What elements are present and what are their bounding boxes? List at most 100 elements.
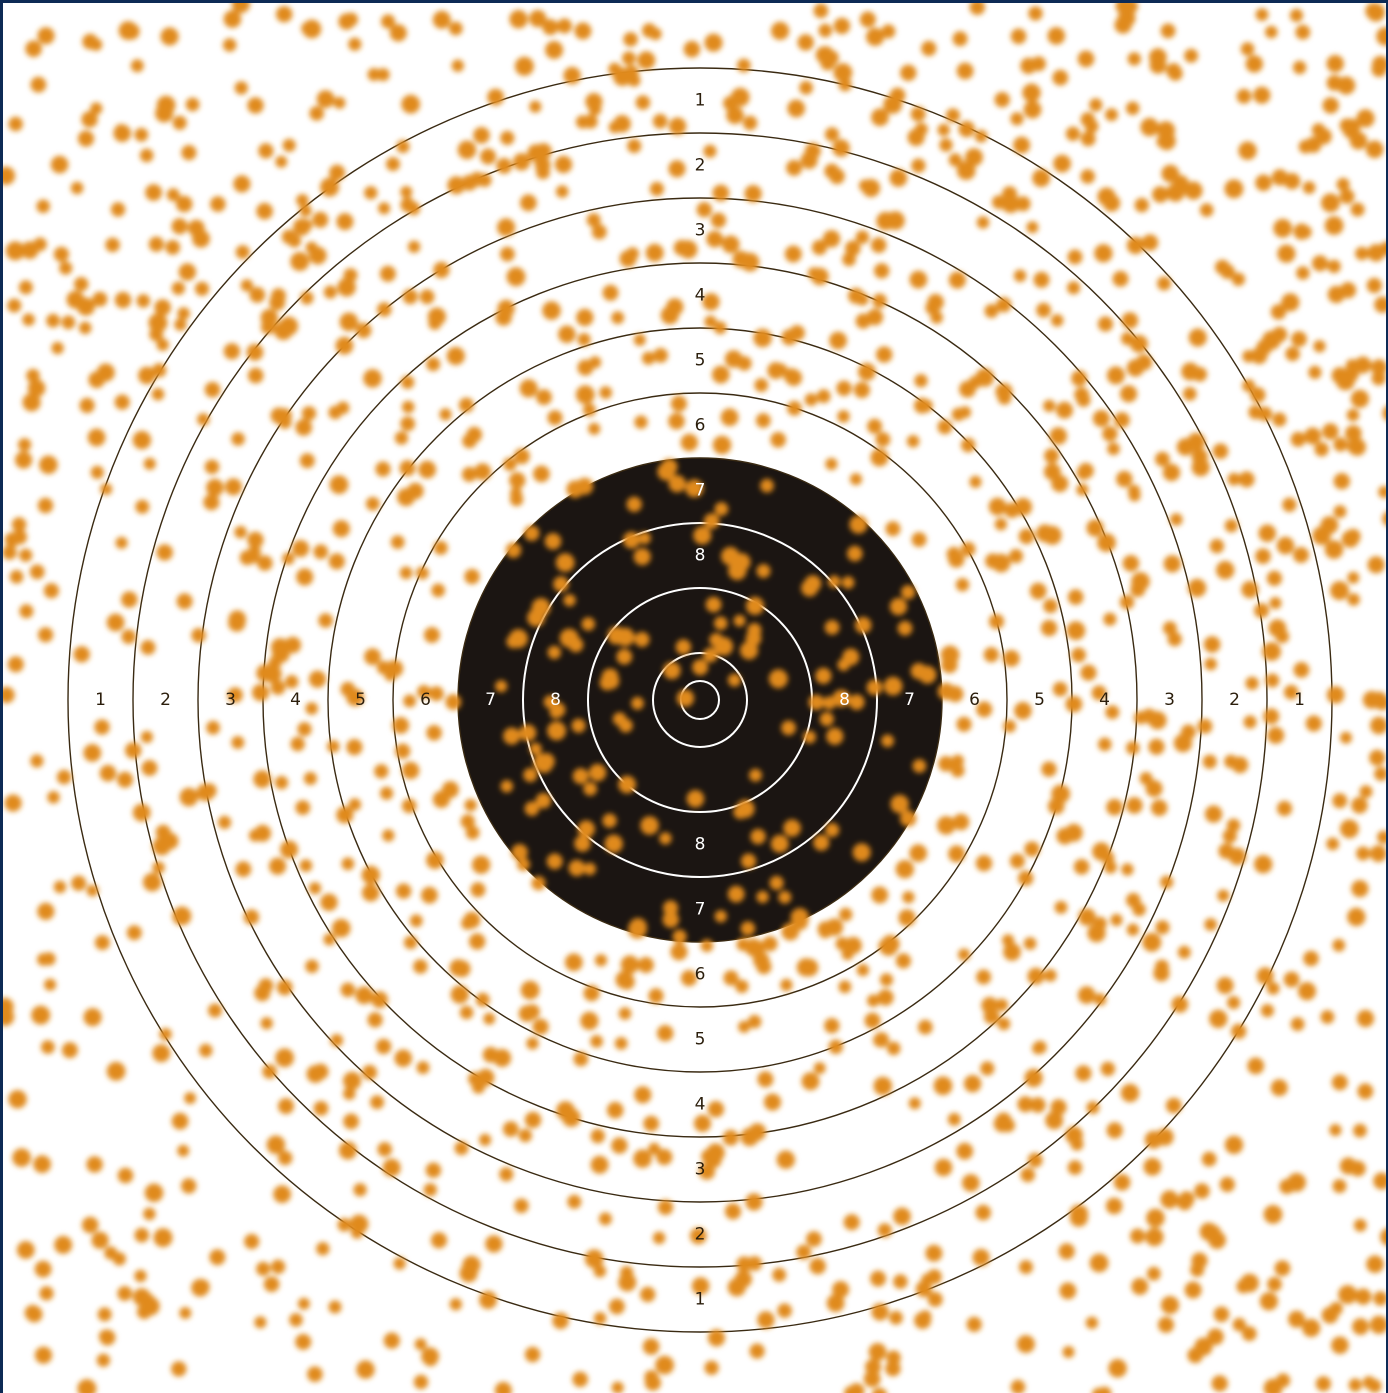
shot-hole [22, 313, 35, 327]
shot-hole [1158, 1316, 1174, 1333]
shot-hole [276, 648, 289, 661]
ring-5-label-right: 5 [1034, 690, 1045, 710]
shot-hole [25, 40, 42, 58]
shot-hole [1369, 749, 1386, 766]
shot-hole [1231, 1023, 1247, 1039]
shot-hole [54, 1235, 73, 1254]
shot-hole [633, 548, 651, 566]
shot-hole [500, 246, 515, 262]
shot-hole [1209, 1009, 1228, 1029]
shot-hole [1304, 427, 1322, 445]
shot-hole [691, 1277, 710, 1295]
shot-hole [877, 1223, 892, 1238]
shot-hole [392, 717, 410, 734]
shot-hole [327, 740, 340, 753]
shot-hole [1167, 632, 1182, 647]
shot-hole [429, 686, 444, 702]
shot-hole [1067, 249, 1083, 265]
shot-hole [824, 1018, 840, 1034]
shot-hole [523, 767, 538, 783]
shot-hole [1231, 272, 1246, 286]
shot-hole [873, 1076, 893, 1096]
shot-hole [1122, 555, 1140, 572]
shot-hole [997, 1017, 1011, 1031]
shot-hole [666, 298, 684, 316]
shot-hole [1355, 246, 1369, 261]
shot-hole [976, 701, 993, 718]
shot-hole [483, 1012, 496, 1025]
shot-hole [1263, 1205, 1283, 1224]
shot-hole [557, 18, 572, 34]
shot-hole [179, 787, 199, 807]
shot-hole [328, 1300, 342, 1314]
shot-hole [371, 991, 388, 1009]
shot-hole [320, 177, 340, 197]
shot-hole [382, 1158, 401, 1177]
shot-hole [363, 369, 382, 388]
shot-hole [799, 80, 813, 95]
shot-hole [114, 394, 130, 410]
shot-hole [269, 857, 287, 875]
shot-hole [612, 712, 627, 726]
shot-hole [3, 686, 15, 704]
shot-hole [907, 128, 925, 146]
shot-hole [919, 1310, 932, 1323]
shot-hole [469, 933, 486, 950]
shot-hole [1362, 1376, 1376, 1389]
shot-hole [447, 176, 466, 195]
shot-hole [1288, 1310, 1306, 1328]
shot-hole [3, 166, 16, 185]
shot-hole [615, 970, 634, 989]
shot-hole [171, 1112, 189, 1130]
shot-hole [1359, 785, 1373, 799]
shot-hole [356, 1360, 375, 1379]
shot-hole [1020, 1167, 1036, 1183]
shot-hole [969, 3, 986, 15]
shot-hole [1026, 221, 1039, 234]
shot-hole [430, 1232, 448, 1249]
ring-5-label-top: 5 [695, 351, 706, 371]
shot-hole [899, 810, 917, 827]
shot-hole [656, 1148, 673, 1166]
shot-hole [1277, 244, 1296, 263]
shot-hole [201, 783, 217, 799]
shot-hole [1097, 316, 1114, 332]
shot-hole [1283, 971, 1300, 988]
shot-hole [885, 521, 901, 537]
shot-hole [611, 311, 625, 325]
ring-6-label-right: 6 [969, 690, 980, 710]
shot-hole [402, 289, 418, 305]
shot-hole [853, 381, 871, 399]
shot-hole [939, 138, 953, 152]
shot-hole [531, 603, 547, 619]
shot-hole [382, 829, 395, 842]
shot-hole [859, 179, 872, 192]
shot-hole [563, 594, 576, 607]
shot-hole [740, 641, 759, 660]
shot-hole [1032, 169, 1051, 188]
shot-hole [1160, 1190, 1179, 1209]
shot-hole [594, 954, 608, 967]
ring-3-circle [197, 197, 1203, 1203]
shot-hole [1322, 423, 1339, 440]
shot-hole [741, 853, 757, 869]
shot-hole [855, 292, 869, 306]
shot-hole [1226, 818, 1241, 833]
shot-hole [824, 163, 840, 179]
shot-hole [698, 1163, 716, 1180]
shot-hole [1106, 1122, 1123, 1139]
shot-hole [871, 886, 889, 904]
shot-hole [1314, 442, 1329, 457]
shot-hole [323, 285, 337, 299]
shot-hole [1143, 1157, 1162, 1176]
shot-hole [710, 212, 727, 228]
shot-hole [426, 725, 442, 741]
shot-hole [938, 756, 954, 772]
shot-hole [275, 155, 288, 168]
shot-hole [738, 1020, 751, 1033]
shot-hole [191, 1278, 210, 1297]
shot-hole [1274, 1260, 1291, 1277]
shot-hole [736, 938, 750, 951]
shot-hole [948, 845, 966, 863]
shot-hole [1267, 726, 1285, 744]
